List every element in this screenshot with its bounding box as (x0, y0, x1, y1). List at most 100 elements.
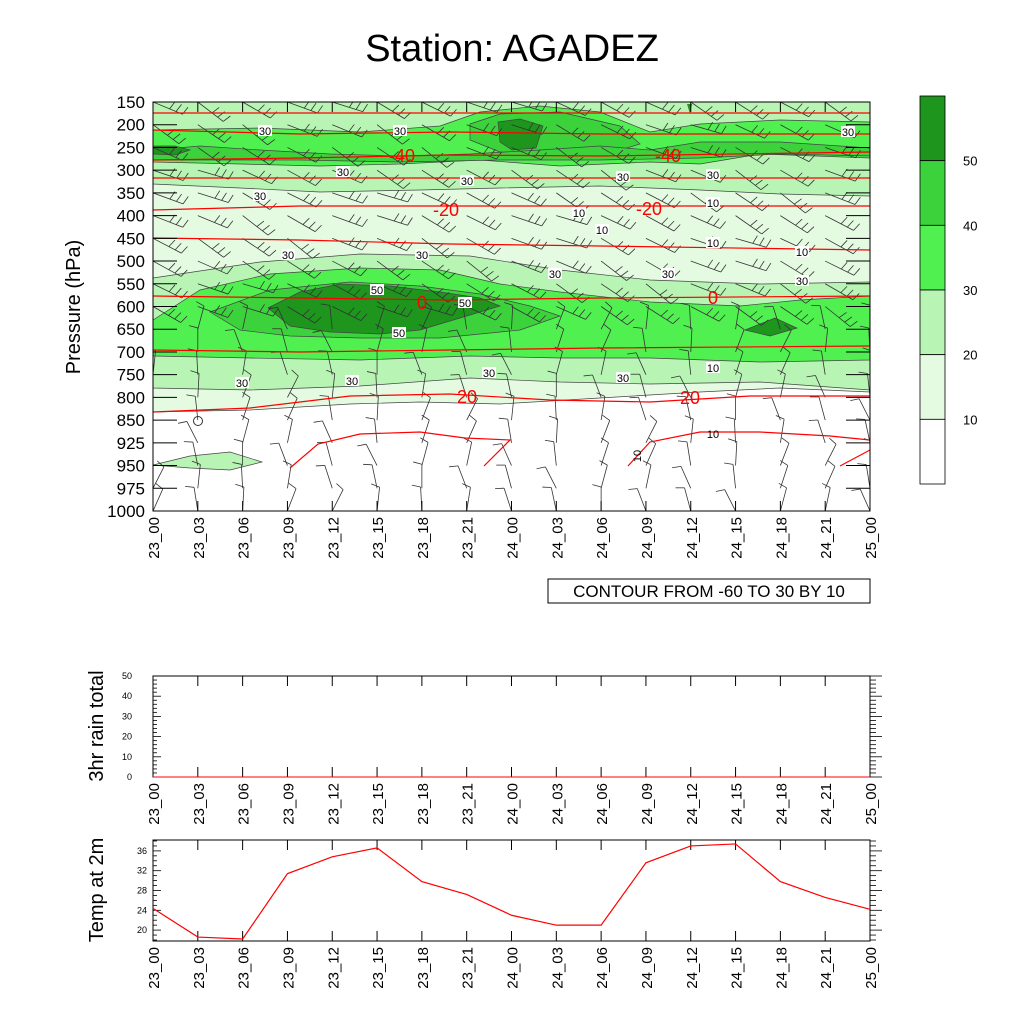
wind-barb-flag (755, 179, 763, 186)
fill-contour-label-bg (253, 190, 267, 201)
wind-barb-flag (583, 374, 593, 377)
wind-barb-flag (805, 207, 813, 214)
wind-barb-staff (735, 306, 762, 326)
wind-barb-staff (735, 351, 744, 375)
wind-barb-staff (500, 353, 512, 375)
wind-barb-staff (374, 418, 378, 443)
wind-barb-staff (511, 237, 542, 250)
pressure-axis-label: Pressure (hPa) (63, 240, 85, 375)
wind-barb-flag (366, 371, 376, 374)
wind-barb-flag (533, 288, 541, 296)
wind-barb-staff (735, 124, 765, 139)
rain-ytick-label: 40 (122, 691, 132, 701)
wind-barb-flag (628, 110, 636, 118)
wind-barb-flag (801, 267, 809, 275)
wind-barb-staff (242, 350, 247, 375)
wind-barb-flag (893, 241, 899, 248)
wind-barb-flag (424, 301, 432, 308)
temp-ytick-label: 28 (137, 886, 147, 896)
fill-contour-label-bg (572, 207, 586, 218)
wind-barb-flag (221, 284, 227, 293)
wind-barb-flag (489, 309, 496, 318)
wind-barb-staff (600, 260, 627, 281)
wind-barb-staff (153, 394, 154, 398)
wind-barb-flag (777, 369, 786, 375)
wind-barb-flag (393, 237, 400, 246)
wind-barb-flag (848, 194, 855, 203)
colorbar-swatch (919, 95, 946, 162)
wind-barb-flag (668, 104, 675, 113)
colorbar-swatch (919, 224, 946, 291)
wind-barb-staff (869, 215, 870, 217)
temp-ytick-label: 24 (137, 905, 147, 915)
fill-contour-label: 30 (662, 269, 674, 281)
wind-barb-flag (447, 252, 455, 259)
wind-barb-staff (600, 396, 606, 421)
wind-barb-staff (645, 124, 677, 136)
wind-barb-staff (771, 397, 781, 421)
wind-barb-flag (668, 242, 675, 250)
wind-barb-flag (504, 302, 513, 306)
fill-above-50-top (497, 118, 544, 151)
fill-contour-label-bg (281, 249, 295, 260)
wind-barb-flag (391, 265, 399, 272)
rain-time-tick-label: 25_00 (863, 783, 880, 825)
wind-barb-staff (332, 237, 363, 251)
wind-barb-staff (869, 102, 870, 103)
wind-barb-staff (511, 306, 540, 323)
wind-barb-flag (315, 178, 323, 186)
wind-barb-flag (263, 245, 271, 253)
wind-barb-staff (332, 102, 363, 113)
wind-barb-staff (859, 488, 870, 511)
rain-time-tick-label: 24_18 (773, 783, 790, 825)
wind-barb-flag (897, 114, 904, 120)
fill-contour-label-bg (795, 275, 809, 286)
wind-barb-flag (445, 305, 451, 314)
wind-barb-flag (495, 312, 502, 321)
pressure-tick-label: 250 (117, 138, 145, 157)
wind-barb-flag (310, 102, 317, 111)
temp-ytick-label: 36 (137, 846, 147, 856)
wind-barb-flag (488, 198, 496, 206)
wind-barb-flag (421, 414, 430, 421)
wind-barb-flag (713, 261, 720, 270)
wind-barb-flag (585, 312, 592, 320)
wind-barb-staff (197, 306, 229, 318)
wind-barb-flag (487, 290, 495, 298)
wind-barb-flag (528, 213, 534, 222)
wind-barb-staff (466, 124, 497, 137)
fill-contour-label: 30 (842, 127, 854, 139)
wind-barb-flag (672, 465, 682, 469)
wind-barb-flag (596, 392, 606, 397)
wind-barb-flag (765, 239, 772, 248)
wind-barb-staff (153, 350, 154, 352)
wind-barb-flag (849, 320, 858, 327)
fill-contour-label-bg (706, 197, 720, 208)
wind-barb-staff (332, 283, 361, 300)
wind-barb-staff (153, 215, 183, 228)
wind-barb-flag (420, 437, 429, 443)
wind-barb-flag (662, 122, 669, 131)
wind-barb-flag (396, 269, 405, 277)
wind-barb-flag (272, 308, 279, 317)
temperature-contour-label: -20 (636, 199, 662, 219)
wind-barb-flag (267, 139, 276, 146)
wind-barb-staff (735, 215, 763, 235)
wind-barb-flag (840, 261, 848, 270)
wind-barb-staff (511, 147, 542, 161)
wind-barb-staff (600, 215, 631, 230)
wind-barb-flag (622, 153, 630, 161)
fill-contour-label-bg (393, 125, 407, 136)
wind-barb-flag (885, 129, 892, 135)
wind-barb-flag (586, 240, 593, 249)
wind-barb-staff (687, 350, 692, 375)
wind-barb-flag (347, 285, 355, 293)
wind-barb-staff (332, 260, 361, 277)
rain-time-tick-label: 24_03 (549, 783, 566, 825)
wind-barb-flag (308, 221, 316, 229)
pressure-tick-label: 550 (117, 275, 145, 294)
wind-barb-flag (220, 263, 227, 272)
wind-barb-flag (403, 158, 411, 166)
wind-barb-flag (182, 196, 189, 205)
wind-barb-staff (365, 443, 378, 466)
